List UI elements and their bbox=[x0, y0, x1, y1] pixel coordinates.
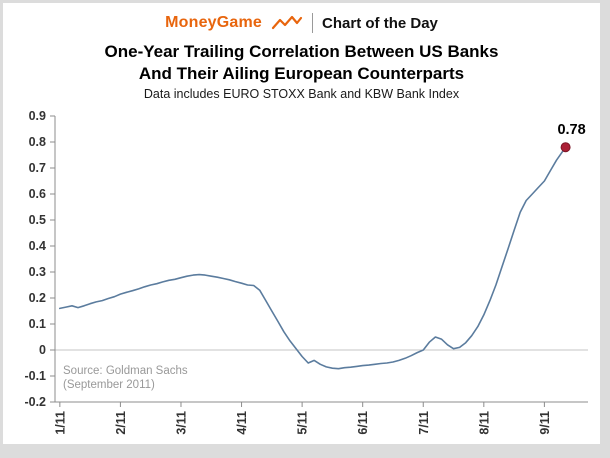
y-axis-label: 0.4 bbox=[29, 239, 46, 253]
y-axis-label: 0.3 bbox=[29, 265, 46, 279]
y-axis-label: 0 bbox=[39, 343, 46, 357]
y-axis-label: 0.5 bbox=[29, 213, 46, 227]
x-axis-label: 1/11 bbox=[53, 411, 67, 435]
source-annotation-line1: Source: Goldman Sachs bbox=[63, 365, 188, 377]
x-axis-label: 2/11 bbox=[114, 411, 128, 435]
x-axis-label: 8/11 bbox=[477, 411, 491, 435]
x-axis-label: 9/11 bbox=[538, 411, 552, 435]
correlation-line bbox=[59, 146, 567, 370]
endpoint-dot bbox=[560, 142, 571, 153]
y-axis-label: 0.8 bbox=[29, 135, 46, 149]
y-axis-label: -0.1 bbox=[24, 369, 46, 383]
y-axis-label: 0.2 bbox=[29, 291, 46, 305]
chart-title-line2: And Their Ailing European Counterparts bbox=[138, 64, 465, 83]
endpoint-value-label: 0.78 bbox=[557, 122, 585, 138]
x-axis-label: 4/11 bbox=[235, 411, 249, 435]
y-axis-label: 0.7 bbox=[29, 161, 46, 175]
page-header: MoneyGame Chart of the Day bbox=[3, 10, 600, 36]
x-axis-label: 6/11 bbox=[356, 411, 370, 435]
chart-title: One-Year Trailing Correlation Between US… bbox=[3, 41, 600, 85]
brand-logo: MoneyGame bbox=[165, 14, 263, 31]
y-axis-label: 0.1 bbox=[29, 317, 46, 331]
header-divider bbox=[312, 13, 314, 33]
chart-card: MoneyGame Chart of the Day One-Year Trai… bbox=[3, 3, 600, 444]
chart-subtitle: Data includes EURO STOXX Bank and KBW Ba… bbox=[143, 87, 460, 101]
sparkline-icon bbox=[271, 15, 303, 30]
y-axis-label: 0.9 bbox=[29, 109, 46, 123]
chart-title-line1: One-Year Trailing Correlation Between US… bbox=[104, 42, 499, 61]
x-axis-label: 3/11 bbox=[174, 411, 188, 435]
correlation-line-chart: 0.9 0.8 0.7 0.6 0.5 0.4 0.3 0.2 0.1 0 -0.1 -0.2 1/11… bbox=[24, 109, 588, 435]
source-annotation-line2: (September 2011) bbox=[63, 379, 155, 391]
x-axis-label: 7/11 bbox=[417, 411, 431, 435]
y-axis-label: -0.2 bbox=[24, 395, 46, 409]
header-title: Chart of the Day bbox=[322, 14, 438, 32]
x-axis-label: 5/11 bbox=[296, 411, 310, 435]
y-axis-label: 0.6 bbox=[29, 187, 46, 201]
